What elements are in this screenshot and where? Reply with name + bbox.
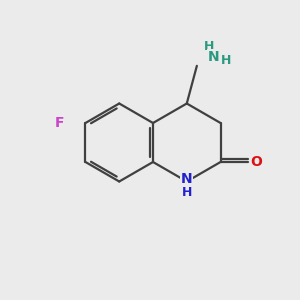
Text: N: N (181, 172, 193, 186)
Text: H: H (221, 54, 231, 67)
Text: H: H (182, 185, 192, 199)
Text: N: N (208, 50, 219, 64)
Text: O: O (250, 155, 262, 169)
Text: H: H (204, 40, 214, 53)
Text: F: F (55, 116, 65, 130)
